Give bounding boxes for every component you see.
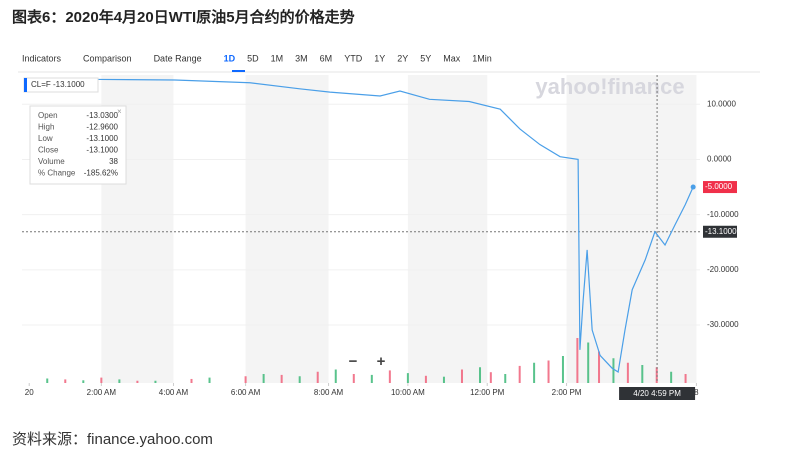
zoom-button[interactable]: −	[349, 353, 358, 370]
x-tick-label: 6:00 AM	[231, 388, 261, 397]
volume-bar	[370, 374, 373, 383]
x-tick-label: 20	[25, 388, 34, 397]
tooltip-value: -13.0300	[86, 111, 118, 120]
toolbar-button[interactable]: 1Y	[374, 53, 385, 63]
toolbar-button[interactable]: Max	[443, 53, 461, 63]
volume-bar	[334, 369, 337, 383]
volume-bar	[280, 374, 283, 383]
toolbar-button[interactable]: Indicators	[22, 53, 62, 63]
toolbar-button[interactable]: 1D	[224, 53, 236, 63]
volume-bar	[100, 377, 103, 383]
volume-bar	[576, 338, 579, 383]
volume-bar	[388, 370, 391, 383]
time-band	[407, 75, 488, 383]
toolbar-button[interactable]: 5Y	[420, 53, 431, 63]
volume-bar	[316, 371, 319, 383]
volume-bar	[442, 376, 445, 383]
x-tick-label: 2:00 AM	[87, 388, 117, 397]
source-note: 资料来源：finance.yahoo.com	[12, 431, 213, 448]
x-tick-label: 8	[694, 388, 699, 397]
figure-title: 图表6：2020年4月20日WTI原油5月合约的价格走势	[12, 8, 355, 26]
watermark: yahoo!finance	[535, 74, 684, 99]
y-tick-label: 10.0000	[707, 99, 736, 108]
volume-bar	[406, 373, 409, 383]
volume-bar	[547, 360, 550, 383]
x-tick-label: 10:00 AM	[391, 388, 425, 397]
volume-bar	[118, 379, 121, 383]
volume-bar	[244, 376, 247, 383]
volume-bar	[64, 379, 67, 383]
volume-bar	[489, 372, 492, 383]
volume-bar	[641, 365, 644, 383]
y-tick-label: -30.0000	[707, 320, 739, 329]
tooltip-close: ×	[117, 107, 122, 116]
volume-bar	[154, 380, 157, 383]
volume-bar	[612, 358, 615, 383]
volume-bar	[561, 356, 564, 383]
tooltip-value: -185.62%	[84, 169, 118, 178]
cursor-label: 4/20 4:59 PM	[633, 389, 681, 398]
toolbar-button[interactable]: 2Y	[397, 53, 408, 63]
tooltip-key: Low	[38, 134, 53, 143]
volume-bar	[208, 377, 211, 383]
tooltip-key: Volume	[38, 157, 65, 166]
volume-bar	[82, 380, 85, 383]
tooltip-key: % Change	[38, 169, 76, 178]
volume-bar	[598, 351, 601, 383]
tooltip-value: -13.1000	[86, 134, 118, 143]
price-tag	[703, 225, 737, 238]
volume-bar	[479, 367, 482, 383]
zoom-button[interactable]: +	[377, 353, 386, 370]
price-tag-label: -5.0000	[705, 182, 733, 191]
x-tick-label: 2:00 PM	[552, 388, 582, 397]
volume-bar	[46, 378, 49, 383]
time-band	[245, 75, 329, 383]
tooltip-value: 38	[109, 157, 118, 166]
tooltip-value: -12.9600	[86, 123, 118, 132]
toolbar-button[interactable]: Comparison	[83, 53, 132, 63]
volume-bar	[136, 380, 139, 383]
volume-bar	[626, 362, 629, 383]
volume-bar	[670, 371, 673, 383]
volume-bar	[190, 378, 193, 383]
toolbar-button[interactable]: 1M	[271, 53, 284, 63]
toolbar-button[interactable]: 1Min	[472, 53, 492, 63]
symbol-label: CL=F -13.1000	[31, 80, 85, 89]
volume-bar	[424, 375, 427, 383]
x-tick-label: 4:00 AM	[159, 388, 189, 397]
volume-bar	[684, 374, 687, 383]
volume-bar	[298, 376, 301, 383]
tooltip-key: Close	[38, 146, 59, 155]
volume-bar	[587, 342, 590, 383]
price-tag	[703, 181, 737, 194]
x-tick-label: 8:00 AM	[314, 388, 344, 397]
tooltip-key: Open	[38, 111, 58, 120]
toolbar-button[interactable]: Date Range	[154, 53, 202, 63]
last-point	[690, 184, 696, 190]
volume-bar	[518, 365, 521, 383]
cursor-tag	[619, 387, 696, 400]
toolbar-button[interactable]: YTD	[344, 53, 363, 63]
x-tick-label: 12:00 PM	[470, 388, 505, 397]
price-tag-label: -13.1000	[705, 227, 737, 236]
price-line	[29, 78, 694, 373]
tooltip-key: High	[38, 123, 54, 132]
volume-bar	[504, 374, 507, 383]
symbol-color	[24, 78, 27, 92]
toolbar-button[interactable]: 6M	[320, 53, 333, 63]
time-band	[566, 75, 697, 383]
toolbar-button[interactable]: 5D	[247, 53, 259, 63]
y-tick-label: -20.0000	[707, 265, 739, 274]
tooltip-box	[29, 105, 127, 185]
y-tick-label: 0.0000	[707, 155, 732, 164]
volume-bar	[352, 374, 355, 383]
volume-bar	[262, 374, 265, 383]
tooltip-value: -13.1000	[86, 146, 118, 155]
y-tick-label: -10.0000	[707, 210, 739, 219]
volume-bar	[460, 369, 463, 383]
toolbar-button[interactable]: 3M	[295, 53, 308, 63]
volume-bar	[533, 362, 536, 383]
